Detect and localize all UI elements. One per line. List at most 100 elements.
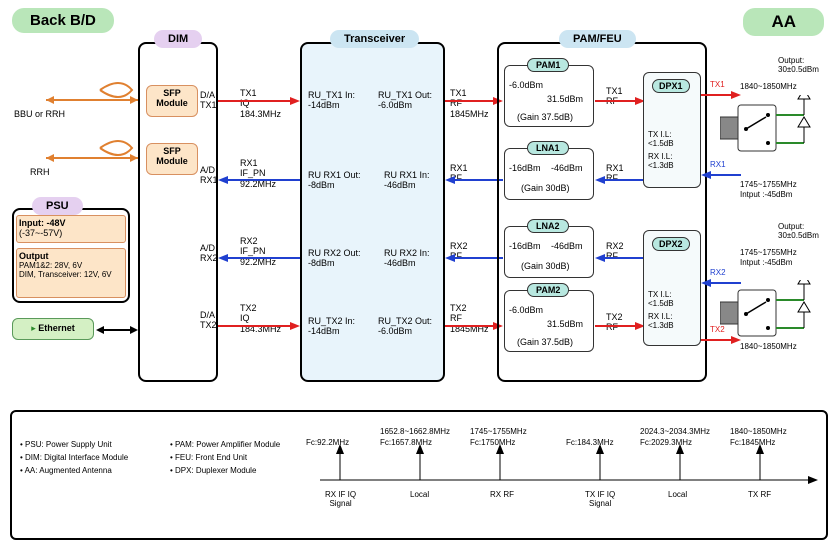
pam2-in: -6.0dBm <box>509 305 543 315</box>
sfp-module-1: SFP Module <box>146 85 198 117</box>
sp-rxrf-fc: Fc:1750MHz <box>470 438 515 447</box>
trx-tx1-out: RU_TX1 Out: -6.0dBm <box>378 90 432 111</box>
legend-psu: • PSU: Power Supply Unit <box>20 440 112 449</box>
legend-aa: • AA: Augmented Antenna <box>20 466 112 475</box>
pam2-title: PAM2 <box>527 283 569 297</box>
trx-tx1-in: RU_TX1 In: -14dBm <box>308 90 355 111</box>
lna1-title: LNA1 <box>527 141 569 155</box>
arrow-pd-rx2 <box>595 253 645 263</box>
sp-txif-fc: Fc:184.3MHz <box>566 438 614 447</box>
psu-out-box: Output PAM1&2: 28V, 6V DIM, Transceiver:… <box>16 248 126 298</box>
trx-tx2-out: RU_TX2 Out: -6.0dBm <box>378 316 432 337</box>
arrow-tx2 <box>218 321 300 331</box>
sp-local2-fc: Fc:2029.3MHz <box>640 438 692 447</box>
sp-local1-lbl: Local <box>410 490 429 499</box>
ant1-out: Output: 30±0.5dBm <box>778 56 819 74</box>
pam1-in: -6.0dBm <box>509 80 543 90</box>
trx-rx2-in: RU RX2 In: -46dBm <box>384 248 430 269</box>
arrow-rx1 <box>218 175 300 185</box>
transceiver-title: Transceiver <box>330 30 419 48</box>
pam2-box: PAM2 -6.0dBm 31.5dBm (Gain 37.5dB) <box>504 290 594 352</box>
psu-out2: DIM, Transceiver: 12V, 6V <box>19 270 123 279</box>
fiber-2 <box>40 140 140 178</box>
antenna-switch-1 <box>720 95 830 175</box>
ant1-tx-lbl: TX1 <box>710 80 725 89</box>
sp-txrf-range: 1840~1850MHz <box>730 427 787 436</box>
trx-rx1-in: RU RX1 In: -46dBm <box>384 170 430 191</box>
lna2-in: -16dBm <box>509 241 541 251</box>
arrow-pd-tx1 <box>595 96 645 106</box>
ant1-rx-band: 1745~1755MHz <box>740 180 797 189</box>
sp-rxrf-range: 1745~1755MHz <box>470 427 527 436</box>
lna1-box: LNA1 -16dBm -46dBm (Gain 30dB) <box>504 148 594 200</box>
aa-title: AA <box>743 8 824 36</box>
lna1-gain: (Gain 30dB) <box>521 183 570 193</box>
psu-out1: PAM1&2: 28V, 6V <box>19 261 123 270</box>
ant1-rx-in: Intput :-45dBm <box>740 190 792 199</box>
ant2-out: Output: 30±0.5dBm <box>778 222 819 240</box>
antenna-switch-2 <box>720 280 830 360</box>
dpx1-title: DPX1 <box>652 79 690 93</box>
lna2-box: LNA2 -16dBm -46dBm (Gain 30dB) <box>504 226 594 278</box>
sp-txrf-lbl: TX RF <box>748 490 771 499</box>
pam1-out: 31.5dBm <box>547 94 583 104</box>
pamfeu-title: PAM/FEU <box>559 30 636 48</box>
sp-local2-lbl: Local <box>668 490 687 499</box>
sp-txif-lbl: TX IF IQ Signal <box>585 490 615 508</box>
sp-rxrf-lbl: RX RF <box>490 490 514 499</box>
sp-local1-fc: Fc:1657.8MHz <box>380 438 432 447</box>
pam1-box: PAM1 -6.0dBm 31.5dBm (Gain 37.5dB) <box>504 65 594 127</box>
dim-title: DIM <box>154 30 202 48</box>
lna1-in: -16dBm <box>509 163 541 173</box>
legend-dim: • DIM: Digital Interface Module <box>20 453 128 462</box>
back-title: Back B/D <box>12 8 114 33</box>
eth-arrow <box>94 320 140 340</box>
arrow-pd-tx2 <box>595 321 645 331</box>
psu-in-range: (-37~-57V) <box>19 228 123 238</box>
lna2-gain: (Gain 30dB) <box>521 261 570 271</box>
sp-rxif-lbl: RX IF IQ Signal <box>325 490 356 508</box>
sp-rxif-fc: Fc:92.2MHz <box>306 438 349 447</box>
arrow-rx2 <box>218 253 300 263</box>
psu-in-label: Input: -48V <box>19 218 123 228</box>
arrow-rf-rx2 <box>445 253 503 263</box>
dpx2-title: DPX2 <box>652 237 690 251</box>
lna2-out: -46dBm <box>551 241 583 251</box>
dpx2-rxil: RX I.L: <1.3dB <box>648 312 674 330</box>
pam2-out: 31.5dBm <box>547 319 583 329</box>
dim-rx1: A/D RX1 <box>200 165 218 186</box>
eth-label: Ethernet <box>38 323 75 333</box>
psu-in-box: Input: -48V (-37~-57V) <box>16 215 126 243</box>
trx-rx1-out: RU RX1 Out: -8dBm <box>308 170 361 191</box>
sp-local2-range: 2024.3~2034.3MHz <box>640 427 710 436</box>
lna1-out: -46dBm <box>551 163 583 173</box>
dim-tx2: D/A TX2 <box>200 310 217 331</box>
dim-tx1: D/A TX1 <box>200 90 217 111</box>
trx-tx2-in: RU_TX2 In: -14dBm <box>308 316 355 337</box>
dim-rx2: A/D RX2 <box>200 243 218 264</box>
dpx1-txil: TX I.L: <1.5dB <box>648 130 674 148</box>
lna2-title: LNA2 <box>527 219 569 233</box>
ant2-rx-band: 1745~1755MHz <box>740 248 797 257</box>
dpx2-txil: TX I.L: <1.5dB <box>648 290 674 308</box>
ethernet-box: ▸ Ethernet <box>12 318 94 340</box>
psu-title: PSU <box>32 197 83 215</box>
arrow-rf-rx1 <box>445 175 503 185</box>
arrow-rf-tx2 <box>445 321 503 331</box>
arrow-pd-rx1 <box>595 175 645 185</box>
arrow-tx1 <box>218 96 300 106</box>
fiber-1 <box>40 82 140 120</box>
pam1-gain: (Gain 37.5dB) <box>517 112 573 122</box>
ant2-rx-in: Intput :-45dBm <box>740 258 792 267</box>
ant1-tx-band: 1840~1850MHz <box>740 82 797 91</box>
pam1-title: PAM1 <box>527 58 569 72</box>
sfp-module-2: SFP Module <box>146 143 198 175</box>
sp-txrf-fc: Fc:1845MHz <box>730 438 775 447</box>
dpx1-rxil: RX I.L: <1.3dB <box>648 152 674 170</box>
legend-dpx: • DPX: Duplexer Module <box>170 466 256 475</box>
trx-rx2-out: RU RX2 Out: -8dBm <box>308 248 361 269</box>
sp-local1-range: 1652.8~1662.8MHz <box>380 427 450 436</box>
pam2-gain: (Gain 37.5dB) <box>517 337 573 347</box>
ant2-rx-lbl: RX2 <box>710 268 726 277</box>
legend-feu: • FEU: Front End Unit <box>170 453 247 462</box>
